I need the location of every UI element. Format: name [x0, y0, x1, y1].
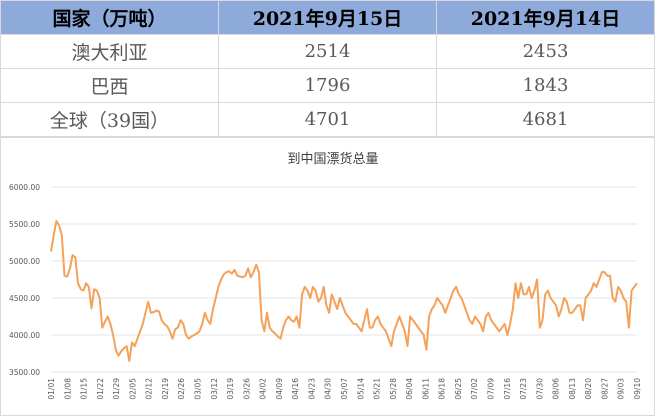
x-tick-label: 08/20 [584, 378, 593, 400]
table-header-row: 国家（万吨） 2021年9月15日 2021年9月14日 [0, 0, 655, 35]
x-tick-label: 06/25 [454, 378, 463, 400]
row-value-2: 1843 [436, 68, 655, 103]
row-value-2: 4681 [436, 102, 655, 137]
row-country: 澳大利亚 [0, 34, 219, 69]
x-tick-label: 05/14 [356, 378, 365, 400]
x-tick-label: 03/19 [226, 378, 235, 400]
x-tick-label: 06/04 [405, 378, 414, 400]
x-tick-label: 04/30 [324, 378, 333, 400]
chart-grid [51, 186, 637, 373]
x-tick-label: 01/01 [47, 378, 56, 400]
table-row: 巴西 1796 1843 [0, 68, 655, 103]
x-tick-label: 04/09 [275, 378, 284, 400]
x-axis-ticks: 01/01 01/08 01/15 01/22 01/29 02/05 02/12 02/19… [47, 378, 642, 400]
x-tick-label: 08/06 [552, 378, 561, 400]
header-date-1: 2021年9月15日 [218, 0, 437, 35]
table-row: 全球（39国） 4701 4681 [0, 102, 655, 137]
y-tick-label: 5000.00 [9, 257, 40, 266]
x-tick-label: 06/18 [438, 378, 447, 400]
y-axis-ticks: 6000.00 5500.00 5000.00 4500.00 4000.00 3500.… [9, 183, 40, 377]
x-tick-label: 01/29 [112, 378, 121, 400]
chart-title: 到中国漂货总量 [287, 151, 378, 167]
table-row: 澳大利亚 2514 2453 [0, 34, 655, 69]
x-tick-label: 03/05 [194, 378, 203, 400]
x-tick-label: 04/23 [307, 378, 316, 400]
line-chart: 到中国漂货总量 6000.00 5500.00 5000.00 4500.00 4000… [9, 151, 642, 400]
row-country: 巴西 [0, 68, 219, 103]
row-country: 全球（39国） [0, 102, 219, 137]
x-tick-label: 02/05 [128, 378, 137, 400]
x-tick-label: 09/03 [617, 378, 626, 400]
y-tick-label: 4000.00 [9, 331, 40, 340]
chart-container: 到中国漂货总量 6000.00 5500.00 5000.00 4500.00 4000… [0, 137, 655, 416]
x-tick-label: 08/13 [568, 378, 577, 400]
x-tick-label: 02/26 [177, 378, 186, 400]
x-tick-label: 05/28 [389, 378, 398, 400]
row-value-2: 2453 [436, 34, 655, 69]
y-tick-label: 3500.00 [9, 368, 40, 377]
y-tick-label: 5500.00 [9, 220, 40, 229]
x-tick-label: 02/19 [161, 378, 170, 400]
x-tick-label: 01/15 [80, 378, 89, 400]
row-value-1: 4701 [218, 102, 437, 137]
x-tick-label: 07/02 [470, 378, 479, 400]
x-tick-label: 05/07 [340, 378, 349, 400]
x-tick-label: 09/10 [633, 378, 642, 400]
x-tick-label: 07/16 [503, 378, 512, 400]
x-tick-label: 03/26 [242, 378, 251, 400]
x-tick-label: 01/22 [96, 378, 105, 400]
summary-table: 国家（万吨） 2021年9月15日 2021年9月14日 澳大利亚 2514 2… [0, 0, 655, 137]
x-tick-label: 07/09 [487, 378, 496, 400]
x-tick-label: 01/08 [63, 378, 72, 400]
y-tick-label: 6000.00 [9, 183, 40, 192]
series-line [50, 220, 638, 362]
x-tick-label: 02/12 [145, 378, 154, 400]
x-tick-label: 04/16 [291, 378, 300, 400]
header-country: 国家（万吨） [0, 0, 219, 35]
row-value-1: 2514 [218, 34, 437, 69]
x-tick-label: 04/02 [259, 378, 268, 400]
x-tick-label: 06/11 [421, 378, 430, 400]
header-date-2: 2021年9月14日 [436, 0, 655, 35]
row-value-1: 1796 [218, 68, 437, 103]
x-tick-label: 05/21 [373, 378, 382, 400]
x-tick-label: 07/23 [519, 378, 528, 400]
x-tick-label: 07/30 [535, 378, 544, 400]
y-tick-label: 4500.00 [9, 294, 40, 303]
x-tick-label: 03/12 [210, 378, 219, 400]
x-tick-label: 08/27 [600, 378, 609, 400]
